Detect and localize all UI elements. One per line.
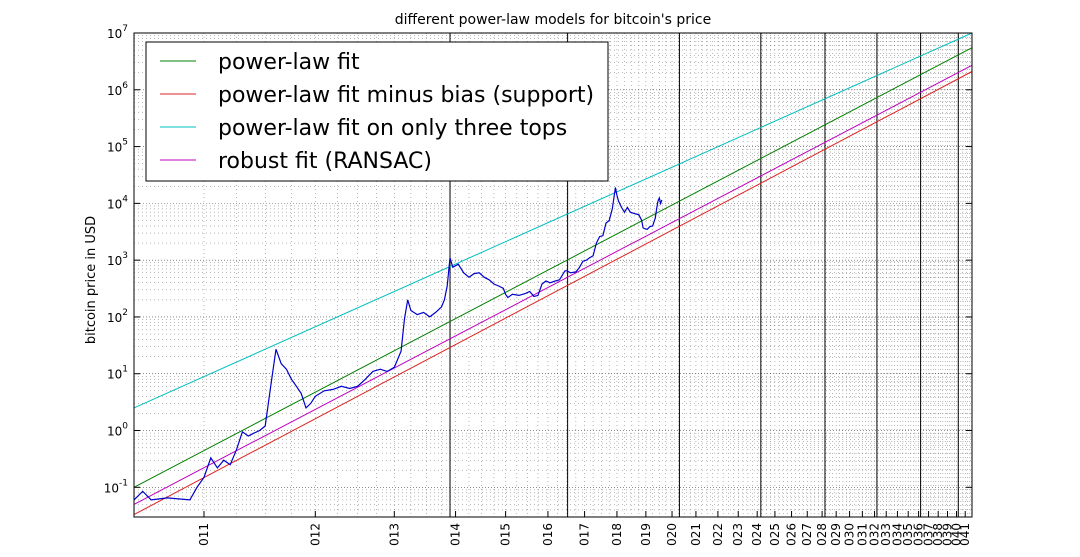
vertical-markers [449, 33, 959, 517]
x-tick-label: 027 [800, 523, 814, 546]
x-tick-label: 041 [958, 523, 972, 546]
x-tick-label: 033 [879, 523, 893, 546]
y-tick-label: 106 [107, 81, 128, 98]
y-tick-label: 102 [107, 308, 128, 325]
y-tick-label: 100 [107, 422, 128, 439]
x-tick-label: 029 [829, 523, 843, 546]
y-tick-label: 104 [107, 194, 128, 211]
x-tick-label: 014 [449, 523, 463, 546]
x-tick-label: 016 [541, 523, 555, 546]
x-tick-label: 035 [901, 523, 915, 546]
x-tick-label: 017 [578, 523, 592, 546]
x-tick-label: 032 [868, 523, 882, 546]
y-tick-label: 103 [107, 251, 128, 268]
x-tick-label: 039 [941, 523, 955, 546]
legend-label: power-law fit [218, 50, 360, 75]
x-tick-label: 030 [843, 523, 857, 546]
series-line-1 [133, 71, 973, 516]
y-tick-label: 105 [107, 138, 128, 155]
series-line-0 [133, 47, 973, 488]
x-tick-label: 018 [610, 523, 624, 546]
y-axis-ticks: 10-1 100 101 102 103 104 105 106 107 [104, 24, 972, 495]
x-tick-label: 015 [499, 523, 513, 546]
y-tick-label: 101 [107, 365, 128, 382]
x-tick-label: 019 [639, 523, 653, 546]
series-lines [133, 32, 973, 516]
x-tick-label: 020 [665, 523, 679, 546]
x-tick-label: 038 [931, 523, 945, 546]
legend-label: power-law fit minus bias (support) [218, 83, 594, 108]
x-tick-label: 023 [731, 523, 745, 546]
x-tick-label: 013 [387, 523, 401, 546]
x-tick-label: 040 [950, 523, 964, 546]
x-tick-label: 021 [689, 523, 703, 546]
x-axis-ticks: 011 012 013 014 015 016 017 018 019 020 021 022 023 0… [197, 511, 972, 546]
x-tick-label: 024 [750, 523, 764, 546]
y-tick-label: 107 [107, 24, 128, 41]
plot-frame [133, 32, 973, 518]
legend-label: power-law fit on only three tops [218, 116, 567, 141]
series-line-2 [133, 32, 973, 409]
x-tick-label: 031 [855, 523, 869, 546]
series-line-3 [133, 64, 973, 505]
x-tick-label: 028 [815, 523, 829, 546]
x-tick-label: 022 [711, 523, 725, 546]
legend-label: robust fit (RANSAC) [218, 149, 432, 174]
y-axis-label: bitcoin price in USD [84, 216, 99, 344]
x-tick-label: 036 [912, 523, 926, 546]
x-tick-label: 026 [785, 523, 799, 546]
series-line-4 [133, 187, 663, 501]
x-tick-label: 011 [197, 523, 211, 546]
x-tick-label: 037 [922, 523, 936, 546]
legend: power-law fit power-law fit minus bias (s… [145, 41, 609, 182]
y-tick-label: 10-1 [104, 478, 128, 495]
legend-box [145, 41, 609, 182]
x-tick-label: 034 [890, 523, 904, 546]
chart-title: different power-law models for bitcoin's… [395, 12, 711, 28]
x-tick-label: 012 [308, 523, 322, 546]
x-tick-label: 025 [768, 523, 782, 546]
